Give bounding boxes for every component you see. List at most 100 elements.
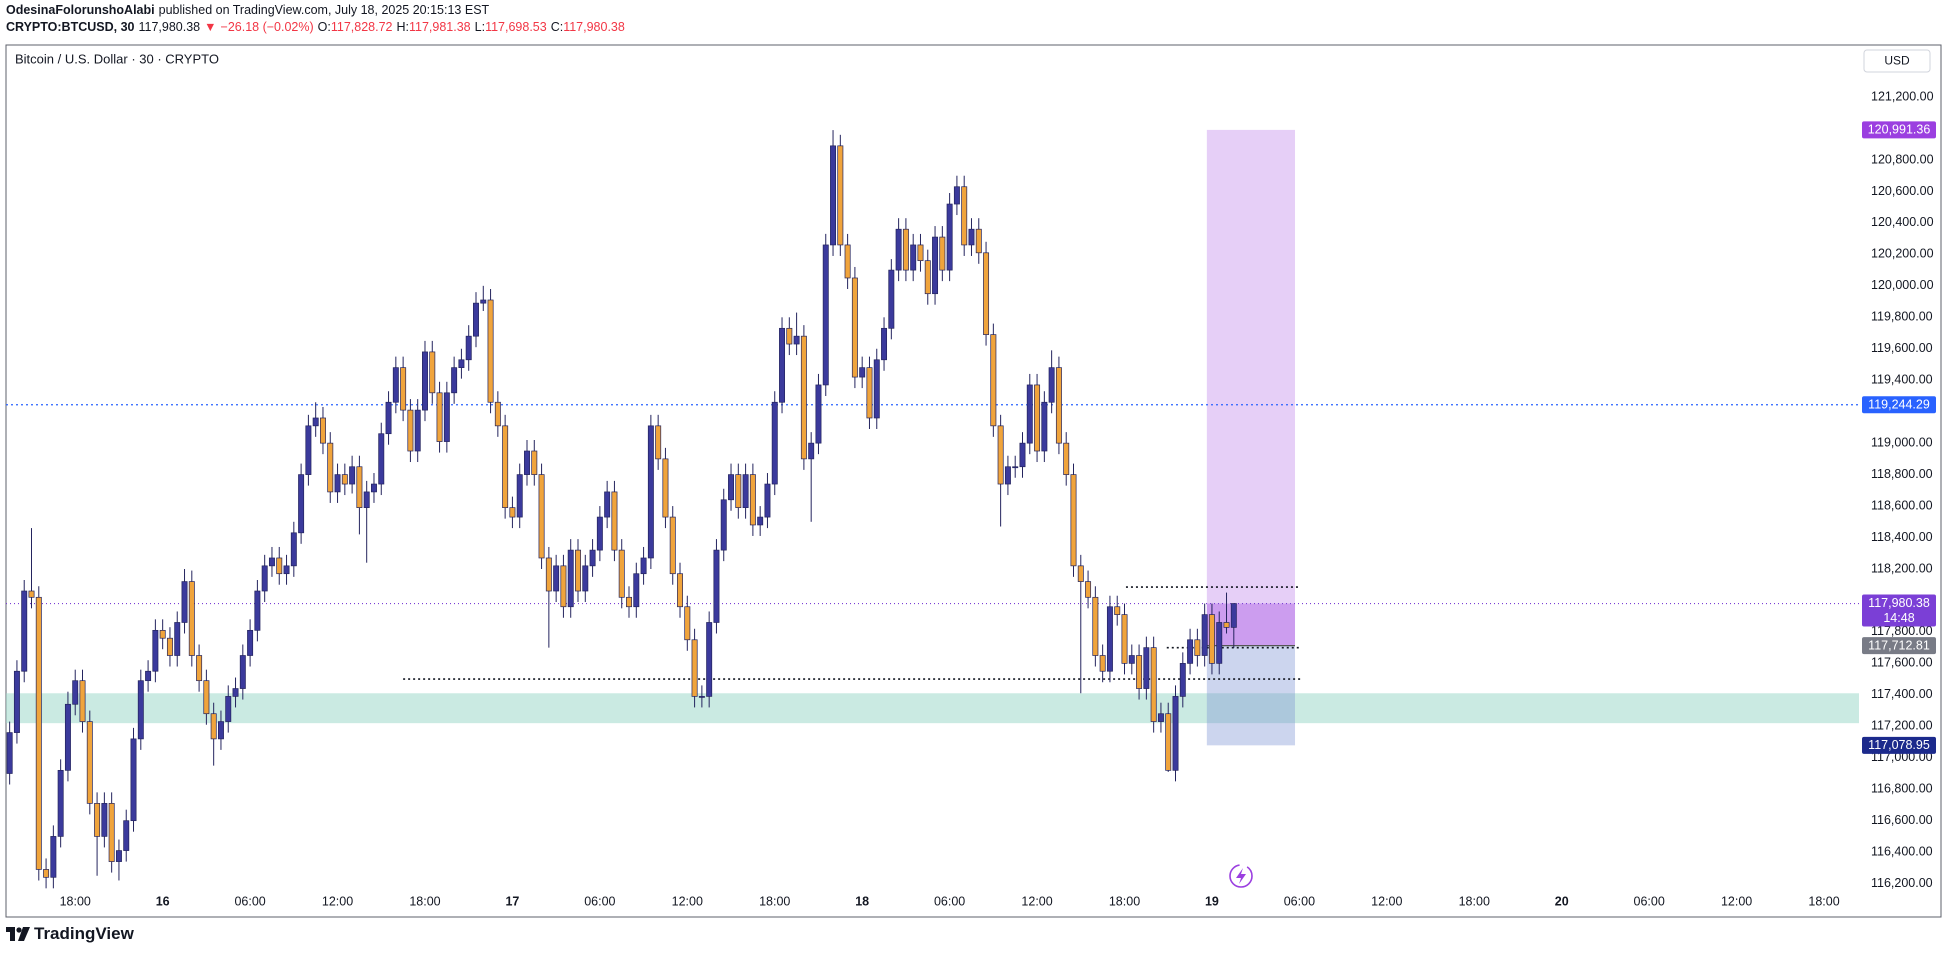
candle-body [990, 334, 997, 427]
candle-body [961, 186, 968, 246]
candle-body [1187, 639, 1194, 664]
candle-body [779, 327, 786, 403]
candle-body [713, 549, 720, 623]
x-tick-label: 06:00 [1634, 894, 1665, 908]
header-text: C: [550, 20, 564, 34]
y-tick-label: 120,000.00 [1871, 278, 1934, 292]
x-tick-label: 17 [505, 894, 519, 908]
currency[interactable]: USD [1884, 54, 1910, 68]
logo-text: TradingView [34, 924, 134, 943]
candle-body [57, 769, 64, 837]
candle-body [1026, 384, 1033, 444]
header-text: O: [317, 20, 331, 34]
candle-body [932, 236, 939, 295]
candle-body [334, 474, 341, 493]
candle-body [305, 425, 312, 475]
candle-body [706, 622, 713, 697]
candle-body [1230, 603, 1237, 628]
candle-body [1041, 401, 1048, 452]
candle-body [1092, 596, 1099, 656]
header: OdesinaFolorunshoAlabi published on Tradi… [6, 2, 629, 36]
candle-body [859, 367, 866, 378]
candle-body [975, 228, 982, 254]
candle-body [371, 483, 377, 493]
header-text: −26.18 (−0.02%) [220, 20, 314, 34]
candle-body [254, 590, 261, 631]
y-tick-label: 116,800.00 [1871, 782, 1933, 796]
y-tick-label: 119,800.00 [1871, 310, 1933, 324]
plot-area [6, 129, 1859, 889]
candle-body [917, 244, 924, 262]
candle-body [677, 573, 683, 608]
candle-body [524, 450, 530, 475]
chart: 116,200.00 116,400.00 116,600.00 116,800.00… [5, 44, 1942, 918]
candle-body [290, 532, 297, 567]
candle-body [888, 269, 895, 329]
x-tick-label: 18:00 [1109, 894, 1140, 908]
x-tick-label: 20 [1555, 894, 1569, 908]
candle-body [6, 732, 13, 774]
y-tick-label: 119,000.00 [1871, 435, 1933, 449]
y-tick-label: 116,600.00 [1871, 813, 1933, 827]
candle-body [553, 565, 560, 592]
candle-body [356, 466, 363, 508]
candle-body [108, 803, 115, 862]
candle-body [203, 680, 210, 715]
candle-body [64, 703, 71, 771]
candle-body [1019, 442, 1026, 468]
x-tick-label: 18:00 [409, 894, 440, 908]
y-tick-label: 119,600.00 [1871, 341, 1933, 355]
y-tick-label: 118,800.00 [1871, 467, 1933, 481]
candle-body [851, 277, 858, 378]
candle-body [1201, 614, 1208, 656]
candle-body [1223, 622, 1230, 628]
candle-body [516, 474, 523, 518]
header-text: 117,981.38 [408, 20, 471, 34]
candle-body [815, 384, 822, 444]
lightning-icon[interactable] [1229, 864, 1253, 888]
candle-body [152, 629, 159, 672]
candle-body [312, 417, 319, 427]
candle-body [720, 499, 727, 551]
target-box [1862, 121, 1936, 139]
candle-body [589, 549, 596, 567]
candle-body [698, 696, 705, 698]
x-tick-label: 18:00 [60, 894, 91, 908]
header-text: 117,980.38 [563, 20, 625, 34]
candle-body [422, 351, 428, 411]
header-text: OdesinaFolorunshoAlabi [6, 3, 155, 17]
candle-body [1077, 565, 1084, 582]
candle-body [181, 581, 188, 623]
y-tick-label: 116,400.00 [1871, 844, 1933, 858]
candle-body [101, 803, 108, 837]
candle-body [742, 474, 749, 508]
candle-body [531, 450, 538, 475]
header-line: OdesinaFolorunshoAlabi published on Tradi… [6, 2, 629, 19]
candle-body [239, 655, 246, 689]
candle-body [1012, 466, 1019, 469]
candle-body [1143, 647, 1150, 689]
candle-body [123, 820, 130, 851]
entry-box [1862, 637, 1936, 655]
candle-body [1136, 655, 1143, 689]
candle-body [443, 392, 450, 442]
candle-body [1034, 384, 1041, 452]
candle-body [560, 565, 567, 608]
candle-body [276, 557, 283, 575]
candle-body [596, 516, 603, 551]
candle-body [764, 483, 771, 518]
candle-body [319, 417, 326, 444]
x-tick-label: 12:00 [1721, 894, 1752, 908]
candle-body [451, 367, 458, 394]
candle-body [1216, 622, 1223, 664]
candle-body [582, 565, 589, 592]
currency-box[interactable] [1863, 49, 1931, 73]
candle-body [757, 516, 764, 526]
candle-body [72, 680, 79, 705]
candle-body [691, 639, 698, 697]
candle-body [1165, 713, 1172, 771]
candle-body [166, 637, 173, 656]
x-tick-label: 12:00 [672, 894, 703, 908]
x-tick-label: 18:00 [1808, 894, 1839, 908]
header-text: L: [474, 20, 486, 34]
